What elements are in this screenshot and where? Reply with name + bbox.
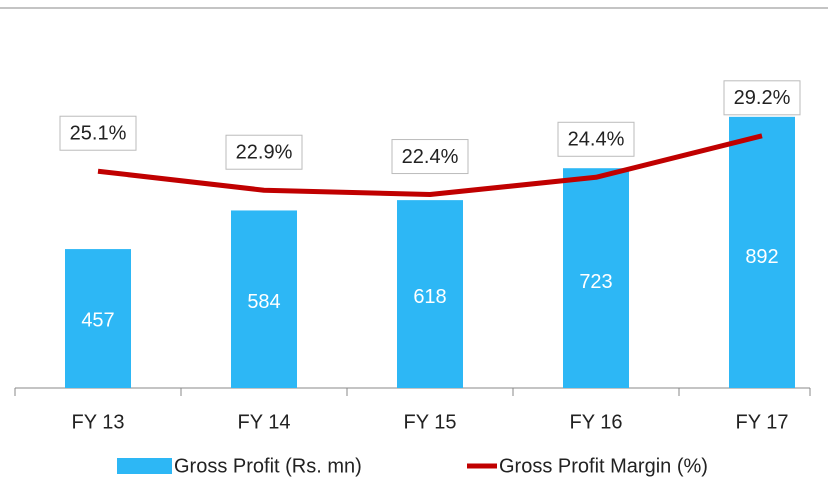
line-label: 22.9% <box>236 142 293 164</box>
legend-swatch <box>117 458 172 474</box>
x-tick-label: FY 16 <box>570 411 623 433</box>
legend-label: Gross Profit Margin (%) <box>499 455 708 477</box>
bar-label: 723 <box>579 271 612 293</box>
label-box <box>723 80 801 116</box>
x-tick-label: FY 14 <box>238 411 291 433</box>
bar-label: 584 <box>247 291 280 313</box>
x-tick-label: FY 13 <box>72 411 125 433</box>
bar-label: 892 <box>745 246 778 268</box>
label-box <box>225 134 303 170</box>
line-label: 25.1% <box>70 123 127 145</box>
x-tick-label: FY 15 <box>404 411 457 433</box>
label-box <box>557 121 635 157</box>
x-tick-label: FY 17 <box>736 411 789 433</box>
label-box <box>59 115 137 151</box>
bar-label: 457 <box>81 310 114 332</box>
bar <box>729 116 795 388</box>
label-box <box>391 139 469 175</box>
bar <box>397 200 463 388</box>
bar-label: 618 <box>413 286 446 308</box>
line-label: 24.4% <box>568 129 625 151</box>
line-label: 29.2% <box>734 87 791 109</box>
legend-label: Gross Profit (Rs. mn) <box>174 455 362 477</box>
line <box>97 133 763 198</box>
line-label: 22.4% <box>402 146 459 168</box>
bar <box>65 249 131 388</box>
bar <box>563 168 629 388</box>
bar <box>231 210 297 388</box>
